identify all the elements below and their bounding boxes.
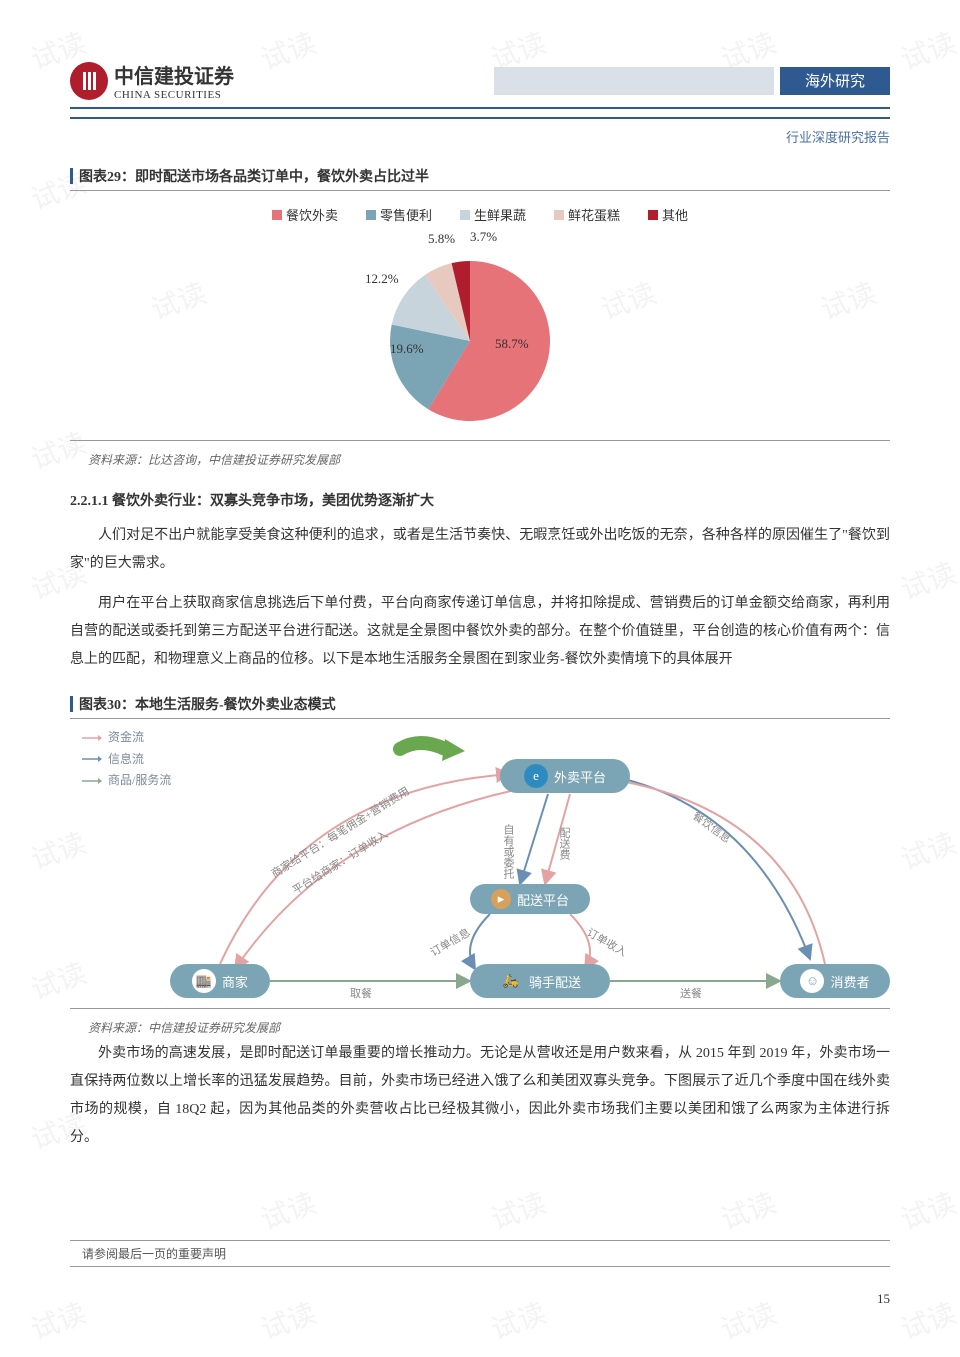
platform-icon: e [524,764,548,788]
paragraph-1: 人们对足不出户就能享受美食这种便利的追求，或者是生活节奏快、无暇烹饪或外出吃饭的… [70,522,890,578]
page-footer: 请参阅最后一页的重要声明 [70,1240,890,1267]
node-platform: e 外卖平台 [500,759,630,793]
subheader: 行业深度研究报告 [70,117,890,146]
figure30-label: 图表30： [79,694,135,714]
node-consumer: ☺ 消费者 [780,964,890,998]
figure29-source: 资料来源：比达咨询，中信建投证券研究发展部 [70,441,890,472]
header-bar-grey [494,67,774,95]
figure30-diagram: 资金流 信息流 商品/服务流 [70,719,890,1009]
logo-text-cn: 中信建投证券 [114,60,234,89]
paragraph-2: 用户在平台上获取商家信息挑选后下单付费，平台向商家传递订单信息，并将扣除提成、营… [70,590,890,674]
logo-icon [70,62,108,100]
report-type: 行业深度研究报告 [786,127,890,146]
node-rider: 🛵 骑手配送 [470,964,610,998]
watermark: 试读 [895,1292,960,1349]
figure29-title-row: 图表29： 即时配送市场各品类订单中，餐饮外卖占比过半 [70,166,890,191]
edge-label: 自有或委托 [500,824,516,879]
merchant-icon: 🏬 [192,969,216,993]
pie-label: 5.8% [428,231,455,247]
consumer-icon: ☺ [800,969,824,993]
logo: 中信建投证券 CHINA SECURITIES [70,60,234,101]
watermark: 试读 [485,1292,551,1349]
pie-legend: 餐饮外卖 零售便利 生鲜果蔬 鲜花蛋糕 其他 [70,191,890,224]
legend-item: 生鲜果蔬 [460,205,526,224]
edge-label: 配送费 [556,827,572,860]
pie-label: 19.6% [390,341,424,357]
pie-label: 12.2% [365,271,399,287]
paragraph-3: 外卖市场的高速发展，是即时配送订单最重要的增长推动力。无论是从营收还是用户数来看… [70,1040,890,1152]
figure29-chart: 餐饮外卖 零售便利 生鲜果蔬 鲜花蛋糕 其他 58.7% 19.6% 12.2%… [70,191,890,441]
figure30-title: 本地生活服务-餐饮外卖业态模式 [135,694,336,714]
legend-item: 零售便利 [366,205,432,224]
figure30-source: 资料来源：中信建投证券研究发展部 [70,1009,890,1040]
figure30-title-row: 图表30： 本地生活服务-餐饮外卖业态模式 [70,694,890,719]
watermark: 试读 [25,1292,91,1349]
watermark: 试读 [255,1292,321,1349]
edge-label: 取餐 [350,985,372,1001]
section-2211-title: 2.2.1.1 餐饮外卖行业：双寡头竞争市场，美团优势逐渐扩大 [70,490,890,510]
rider-icon: 🛵 [499,969,523,993]
edge-label: 送餐 [680,985,702,1001]
pie-label-main: 58.7% [495,336,529,352]
page-header: 中信建投证券 CHINA SECURITIES 海外研究 [70,60,890,109]
logo-text-en: CHINA SECURITIES [114,89,234,101]
watermark: 试读 [715,1292,781,1349]
footer-note: 请参阅最后一页的重要声明 [70,1240,890,1267]
figure29-title: 即时配送市场各品类订单中，餐饮外卖占比过半 [135,166,429,186]
node-delivery-platform: ▸ 配送平台 [470,884,590,914]
pie-label: 3.7% [470,229,497,245]
legend-item: 鲜花蛋糕 [554,205,620,224]
page-number: 15 [877,1291,890,1307]
node-merchant: 🏬 商家 [170,964,270,998]
figure29-label: 图表29： [79,166,135,186]
legend-item: 其他 [648,205,688,224]
legend-item: 餐饮外卖 [272,205,338,224]
delivery-icon: ▸ [491,889,511,909]
header-category: 海外研究 [780,67,890,95]
